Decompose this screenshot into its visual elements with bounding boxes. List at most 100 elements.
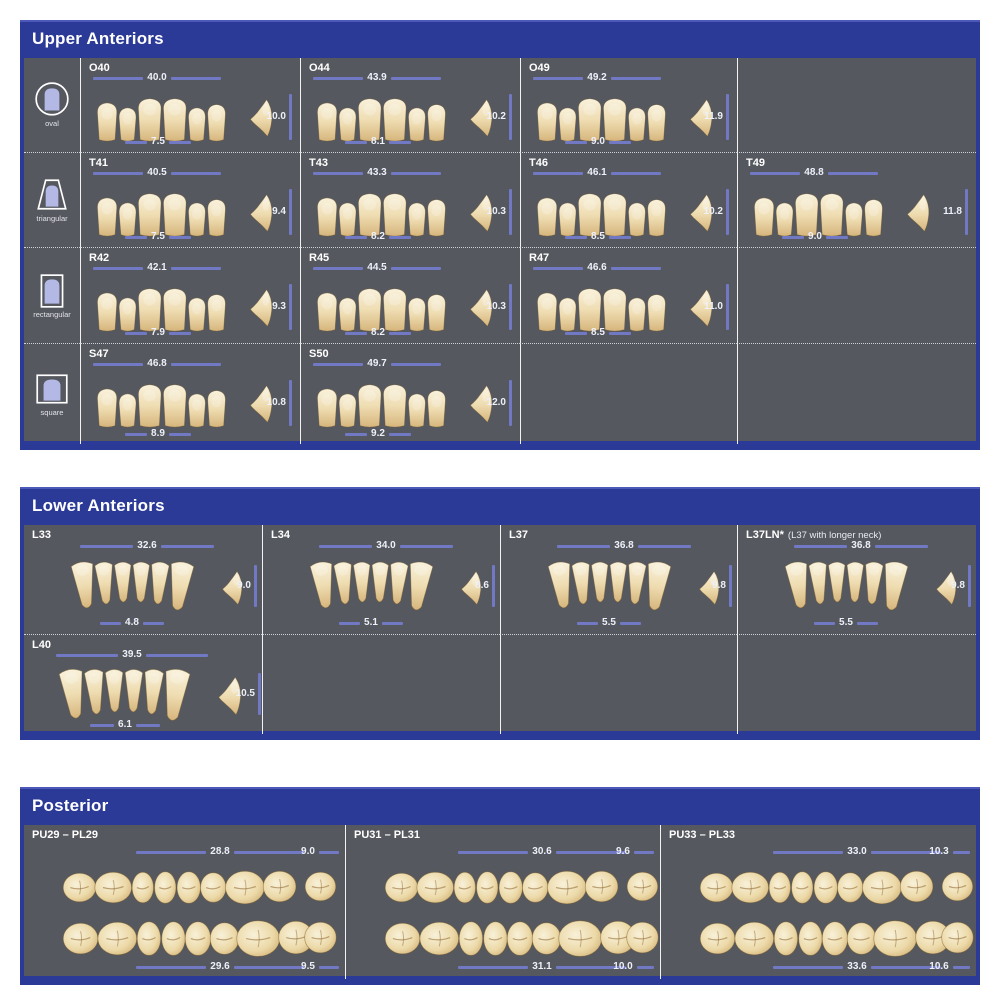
ruler-value: 6.1 [118,719,132,730]
ruler-value: 9.8 [951,580,965,591]
ruler-value: 33.6 [847,961,867,972]
ruler-line [726,284,729,330]
ruler-line [390,171,441,175]
ruler-value: 8.9 [151,428,165,439]
mould-cell: L33 32.6 9.0 4.8 [24,525,262,635]
mould-code-label: T49 [746,157,765,169]
ruler-line [555,965,626,969]
ruler-line [908,965,926,969]
mould-code-label: R47 [529,252,550,264]
ruler-value: 10.2 [703,206,723,217]
shape-label: rectangular [33,309,71,319]
ruler-value: 5.5 [602,617,616,628]
ruler-line [565,235,588,239]
ruler-line [458,850,529,854]
width-ruler: 8.2 [345,328,411,338]
width-ruler: 36.8 [557,541,691,551]
ruler-line [726,189,729,235]
ruler-value: 46.8 [147,358,167,369]
width-ruler: 33.0 [773,847,941,857]
side-view-tooth-image [248,98,275,138]
side-view-tooth-image [698,569,721,607]
width-ruler: 48.8 [750,168,878,178]
ruler-value: 49.7 [367,358,387,369]
ruler-line [168,331,191,335]
ruler-line [637,544,691,548]
width-ruler: 4.8 [100,618,164,628]
mould-cell: O49 49.2 11.9 9.0 [520,58,737,153]
ruler-line [289,380,292,426]
ruler-line [345,432,368,436]
mould-code-label: PU33 – PL33 [669,829,736,841]
ruler-value: 28.8 [210,846,230,857]
mould-code-label: T43 [309,157,328,169]
ruler-value: 9.0 [237,580,251,591]
mould-code: T49 [746,157,765,169]
ruler-line [90,723,115,727]
ruler-value: 9.5 [301,961,315,972]
empty-cell [737,248,976,344]
shape-row-header: rectangular [24,248,80,344]
ruler-line [390,362,441,366]
ruler-line [870,965,941,969]
width-ruler: 5.5 [814,618,878,628]
ruler-line [908,850,926,854]
ruler-value: 10.3 [486,206,506,217]
side-view-tooth-image [468,193,495,233]
ruler-line [339,621,361,625]
ruler-line [856,621,878,625]
mould-code-label: O40 [89,62,110,74]
ruler-line [636,965,654,969]
ruler-value: 34.0 [376,540,396,551]
posterior-teeth-set-image [693,862,981,960]
ruler-line [509,189,512,235]
height-ruler: 10.2 [704,189,729,235]
ruler-value: 36.8 [851,540,871,551]
ruler-line [592,965,610,969]
posterior-grid: PU29 – PL29 28.8 9.0 29.6 9.5 PU31 – PL31 30.6… [24,825,976,979]
ruler-line [93,76,144,80]
width-ruler: 7.9 [125,328,191,338]
ruler-value: 9.0 [808,231,822,242]
ruler-value: 7.5 [151,231,165,242]
width-ruler: 6.1 [90,720,160,730]
ruler-line [289,94,292,140]
empty-cell [500,635,737,734]
anterior-teeth-set-image [315,276,447,333]
ruler-line [619,621,641,625]
mould-code: R42 [89,252,109,264]
width-ruler: 31.1 [458,962,626,972]
ruler-line [313,171,364,175]
ruler-value: 40.0 [147,72,167,83]
ruler-value: 42.1 [147,262,167,273]
ruler-line [557,544,611,548]
anterior-teeth-set-image [752,181,884,238]
width-ruler: 43.3 [313,168,441,178]
ruler-value: 36.8 [614,540,634,551]
ruler-value: 8.2 [371,231,385,242]
width-ruler: 32.6 [80,541,214,551]
ruler-value: 10.2 [486,111,506,122]
mould-code: L33 [32,529,51,541]
triangular-shape-icon [33,177,71,213]
width-ruler: 9.0 [782,232,848,242]
mould-cell: T49 48.8 11.8 9.0 [737,153,976,248]
height-ruler: 9.8 [951,565,971,607]
mould-code-label: T41 [89,157,108,169]
mould-cell: PU31 – PL31 30.6 9.6 31.1 10.0 [345,825,660,979]
ruler-line [509,284,512,330]
ruler-line [577,621,599,625]
mould-code-label: PU29 – PL29 [32,829,99,841]
ruler-value: 10.3 [486,301,506,312]
ruler-line [170,76,221,80]
shape-row-header: square [24,344,80,444]
ruler-line [399,544,453,548]
ruler-line [318,965,339,969]
ruler-value: 9.8 [712,580,726,591]
mould-code-label: R45 [309,252,330,264]
mould-cell: PU29 – PL29 28.8 9.0 29.6 9.5 [24,825,345,979]
width-ruler: 8.1 [345,137,411,147]
ruler-line [313,76,364,80]
height-ruler: 10.8 [267,380,292,426]
ruler-value: 9.3 [272,301,286,312]
